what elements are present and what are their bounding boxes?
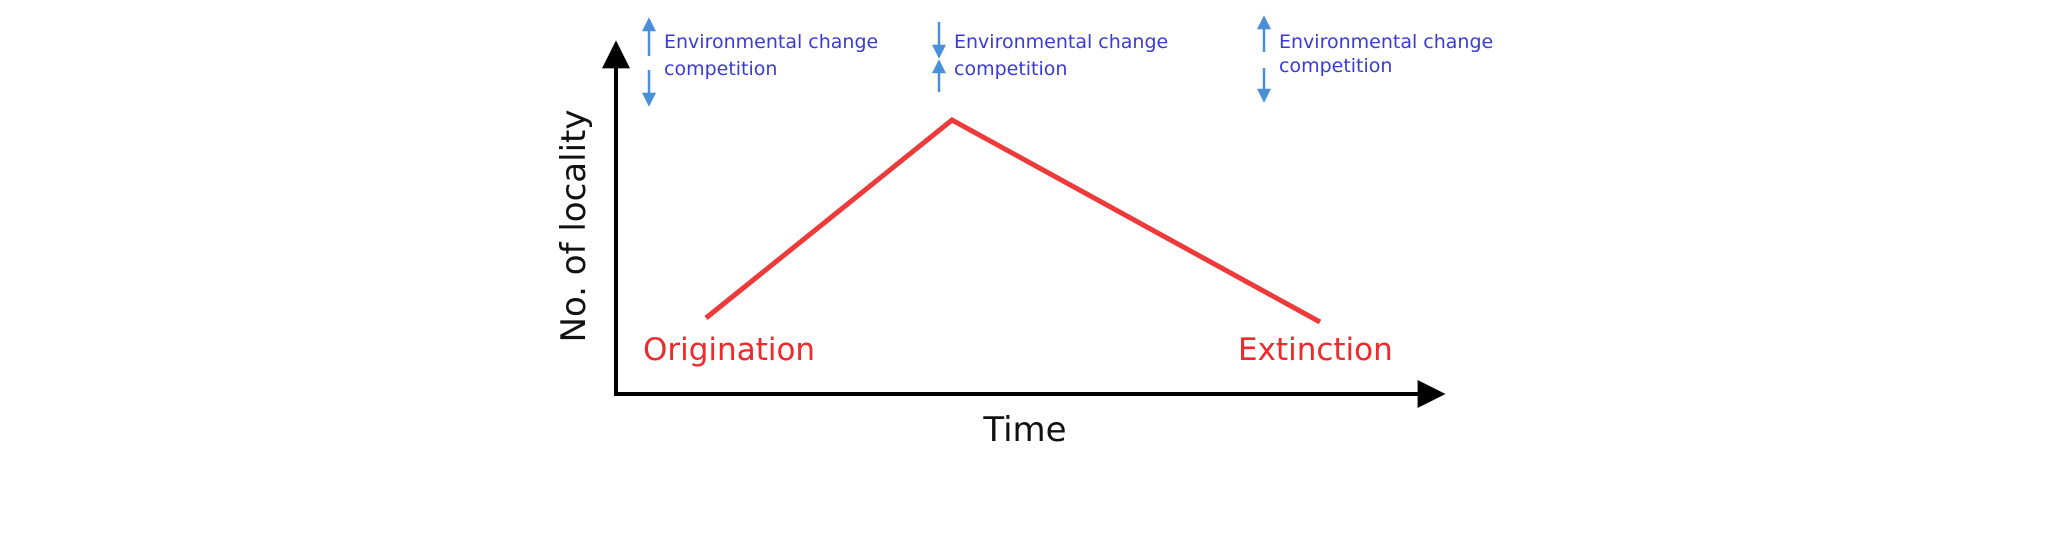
annotation-comp-label: competition [954,58,1067,80]
annotation-env-label: Environmental change [954,31,1168,53]
annotation-env-label: Environmental change [1279,31,1493,53]
annotation-group-1: Environmental change competition [641,17,878,107]
annotation-group-2: Environmental change competition [931,22,1168,92]
arrow-up-icon [641,17,657,56]
arrow-down-icon [931,22,947,59]
annotation-comp-label: competition [1279,55,1392,77]
origination-label: Origination [643,332,815,368]
annotation-group-3: Environmental change competition [1256,15,1493,103]
locality-curve [704,117,1322,325]
extinction-label: Extinction [1238,332,1393,368]
annotation-comp-label: competition [664,58,777,80]
annotation-env-label: Environmental change [664,31,878,53]
arrow-up-icon [1256,15,1272,52]
arrow-down-icon [641,70,657,107]
y-axis-label: No. of locality [554,110,594,343]
x-axis-label: Time [982,410,1066,450]
arrow-down-icon [1256,68,1272,103]
arrow-up-icon [931,59,947,92]
